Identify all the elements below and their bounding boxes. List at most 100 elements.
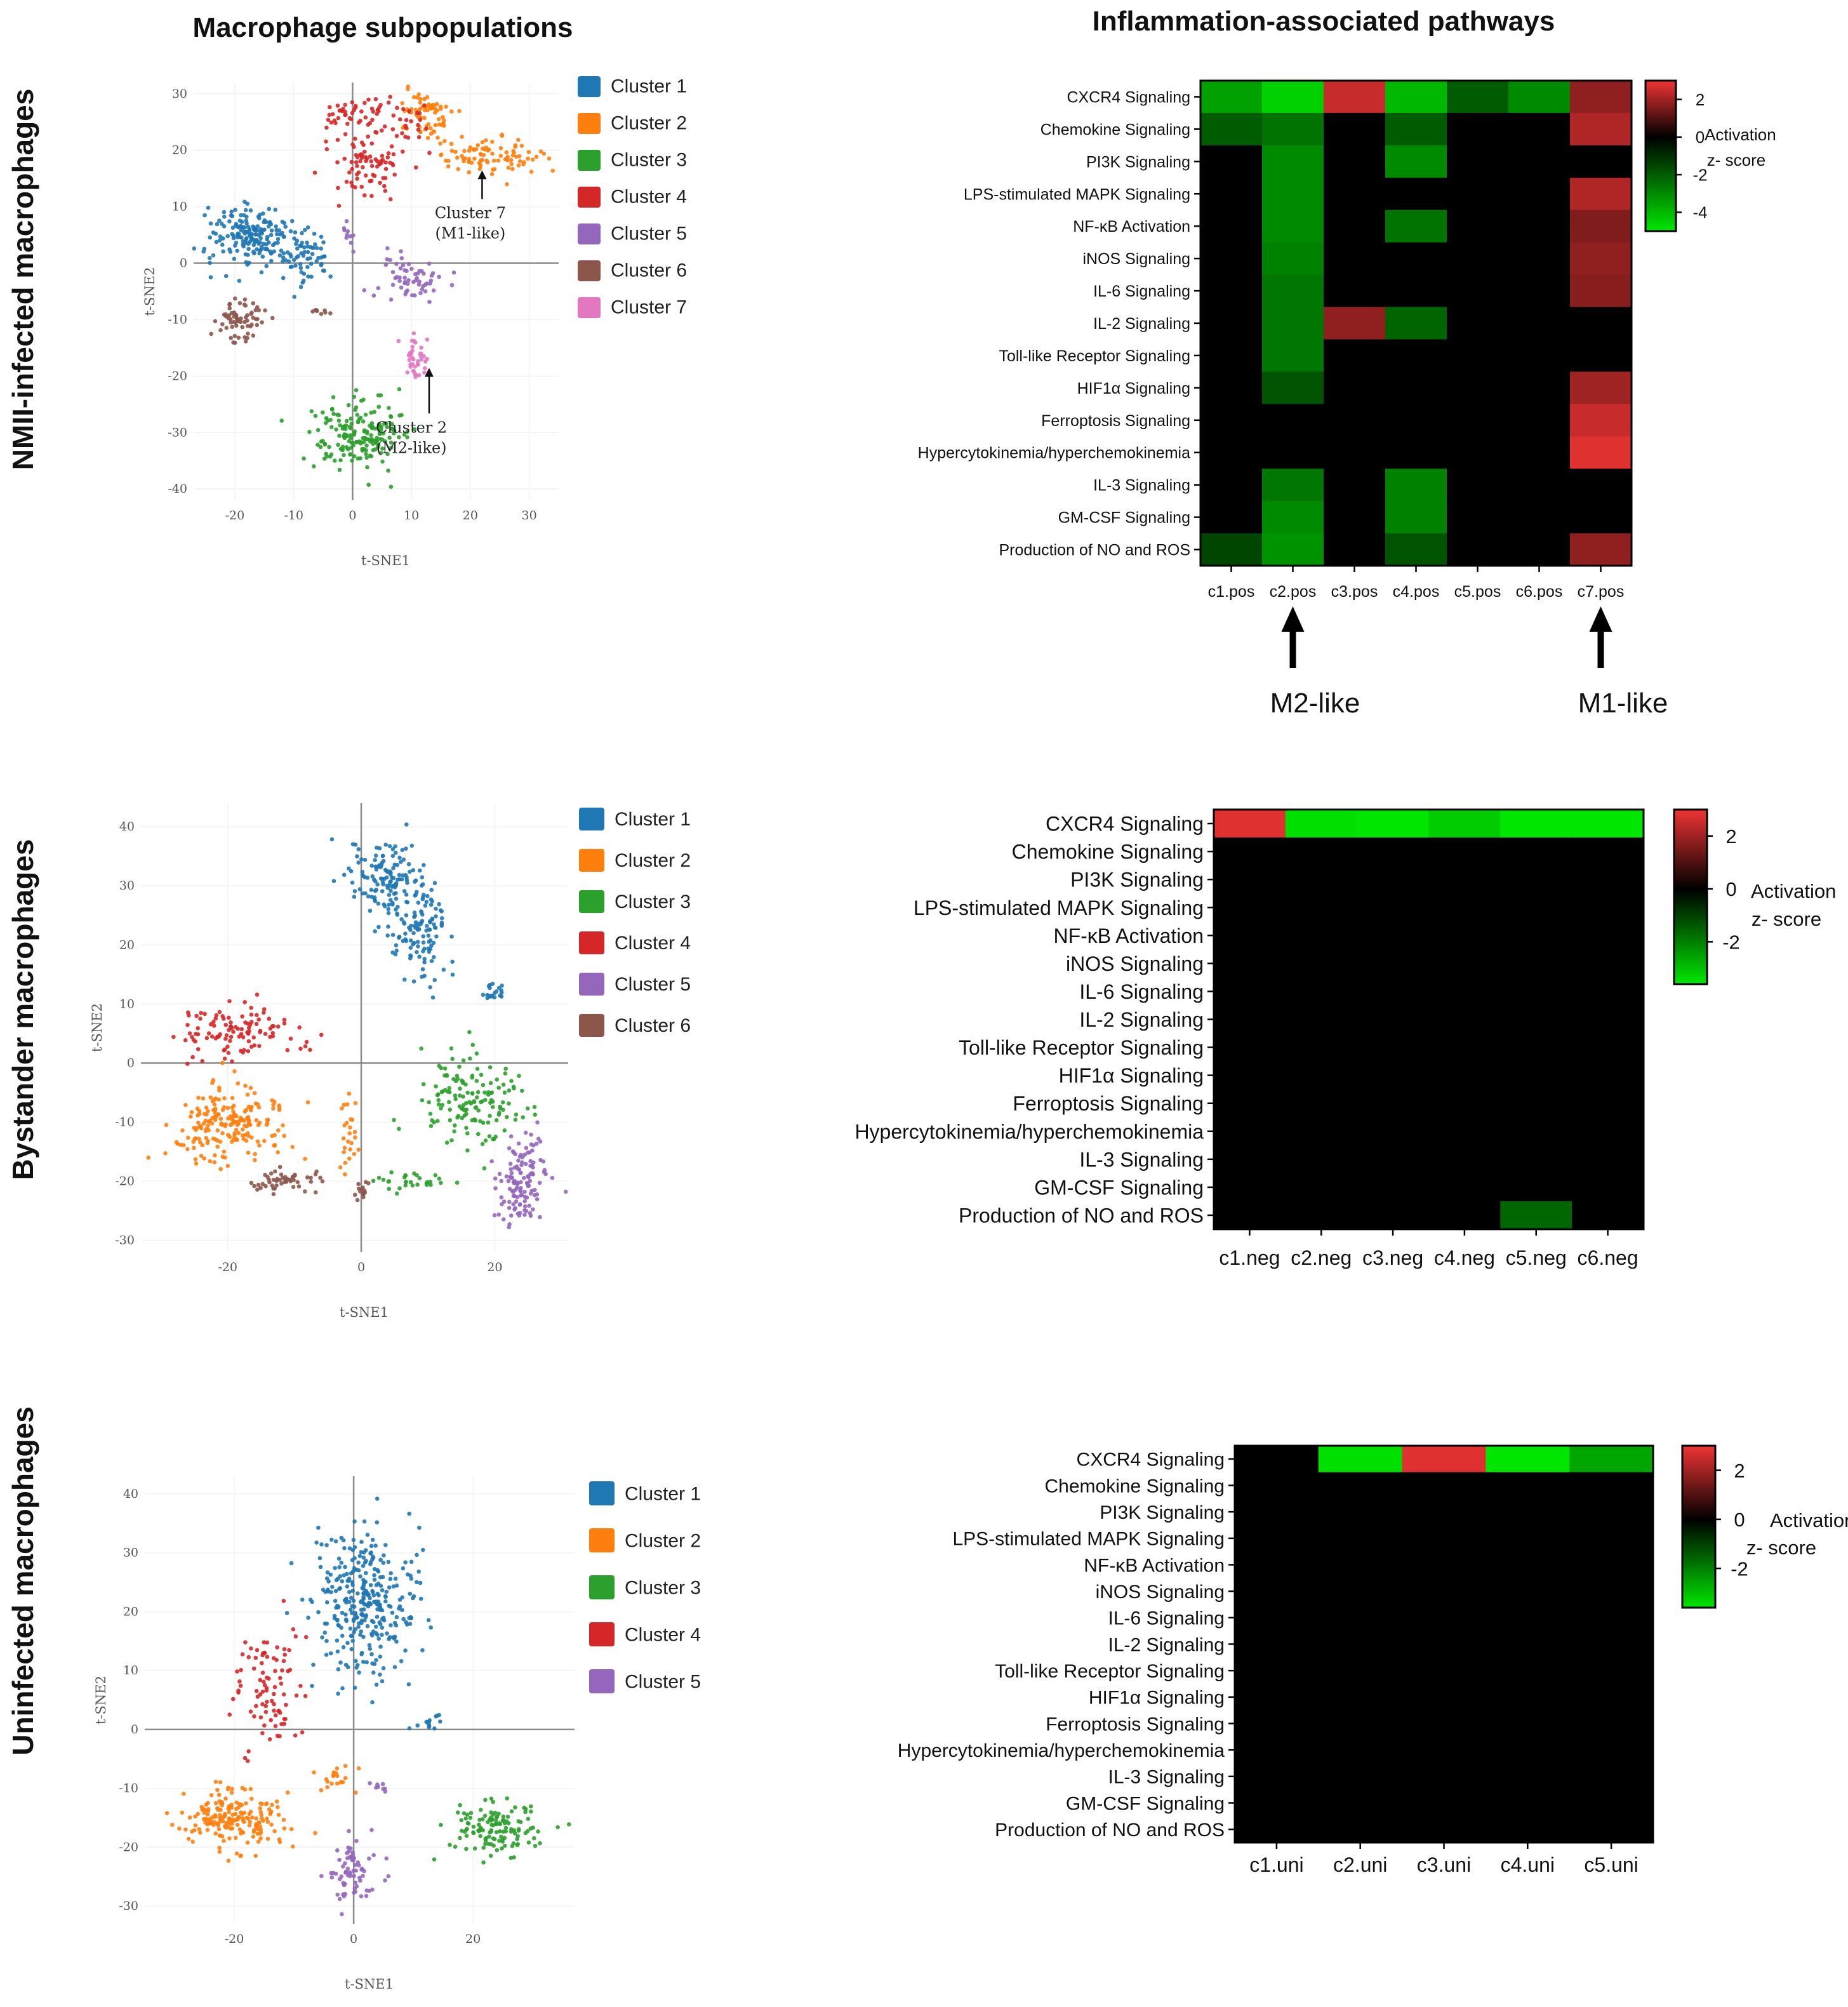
data-point [371,1178,376,1184]
data-point [335,160,340,164]
data-point [319,1032,324,1037]
data-point [227,247,232,252]
data-point [442,138,447,143]
data-point [370,1537,375,1542]
pathway-label: IL-6 Signaling [1079,980,1204,1003]
data-point [383,176,388,180]
column-label: c7.pos [1578,583,1625,601]
data-point [356,1147,361,1152]
data-point [402,921,407,926]
data-point [328,1651,333,1656]
data-point [375,436,379,441]
data-point [350,880,355,885]
pathway-label: Production of NO and ROS [995,1820,1225,1841]
heatmap-cell [1402,1816,1486,1843]
data-point [202,1156,207,1161]
data-point [264,242,269,247]
data-point [204,1036,209,1041]
data-point [349,117,354,121]
data-point [342,1546,347,1550]
data-point [300,241,305,245]
data-point [268,1810,273,1815]
data-point [409,119,413,124]
data-point [423,366,427,371]
data-point [389,1571,393,1576]
data-point [371,448,376,453]
data-point [352,1130,357,1135]
data-point [447,1086,451,1090]
colorbar-title: z- score [1746,1537,1816,1559]
data-point [333,458,337,463]
data-point [340,1634,345,1638]
legend-swatch [578,187,601,208]
data-point [394,883,398,888]
data-point [312,170,317,175]
data-point [390,1635,396,1640]
heatmap-cell [1486,1446,1570,1473]
data-point [190,1055,195,1060]
data-point [187,1013,191,1018]
data-point [342,1102,347,1107]
data-point [413,375,418,380]
data-point [241,244,246,249]
data-point [500,1100,505,1105]
data-point [496,1212,501,1217]
data-point [305,240,309,245]
data-point [351,1618,356,1623]
data-point [272,1144,277,1148]
data-point [371,1853,376,1858]
heatmap-cell [1324,404,1386,437]
data-point [146,1156,150,1160]
data-point [365,1533,370,1537]
data-point [538,1841,542,1846]
data-point [248,324,253,329]
data-point [373,97,378,102]
data-point [462,156,466,161]
data-point [416,1570,421,1574]
data-point [236,1688,241,1693]
data-point [505,158,510,163]
data-point [517,159,522,164]
data-point [261,1651,265,1656]
heatmap-cell [1569,1816,1654,1843]
data-point [514,154,519,159]
pathway-label: NF-κB Activation [1073,218,1190,236]
data-point [380,1625,385,1630]
data-point [351,250,356,254]
data-point [376,901,381,906]
data-point [422,960,427,964]
data-point [476,1108,481,1113]
data-point [347,1849,351,1854]
legend-swatch [578,260,601,281]
data-point [439,107,443,111]
data-point [362,149,367,154]
data-point [427,1723,432,1728]
data-point [522,1199,527,1204]
data-point [519,1186,523,1190]
data-point [267,206,272,211]
legend-label: Cluster 4 [625,1625,701,1646]
data-point [289,1561,294,1566]
data-point [507,1088,512,1093]
data-point [350,1850,355,1855]
heatmap-cell [1486,1604,1570,1632]
data-point [320,1635,324,1640]
data-point [244,1107,249,1112]
heatmap-cell [1486,1657,1570,1684]
data-point [353,1881,358,1885]
data-point [408,938,413,943]
data-point [194,1161,199,1166]
legend-label: Cluster 2 [611,113,687,134]
heatmap-cell [1214,1089,1286,1118]
data-point [395,1191,399,1196]
data-point [271,1102,276,1107]
colorbar [1681,1444,1717,1609]
data-point [302,278,306,283]
heatmap-cell [1285,921,1358,950]
data-point [502,1843,507,1848]
data-point [447,1100,451,1105]
data-point [349,1611,354,1615]
heatmap-cell [1200,242,1263,276]
data-point [212,1160,217,1164]
y-axis-label: t-SNE2 [90,1003,105,1052]
